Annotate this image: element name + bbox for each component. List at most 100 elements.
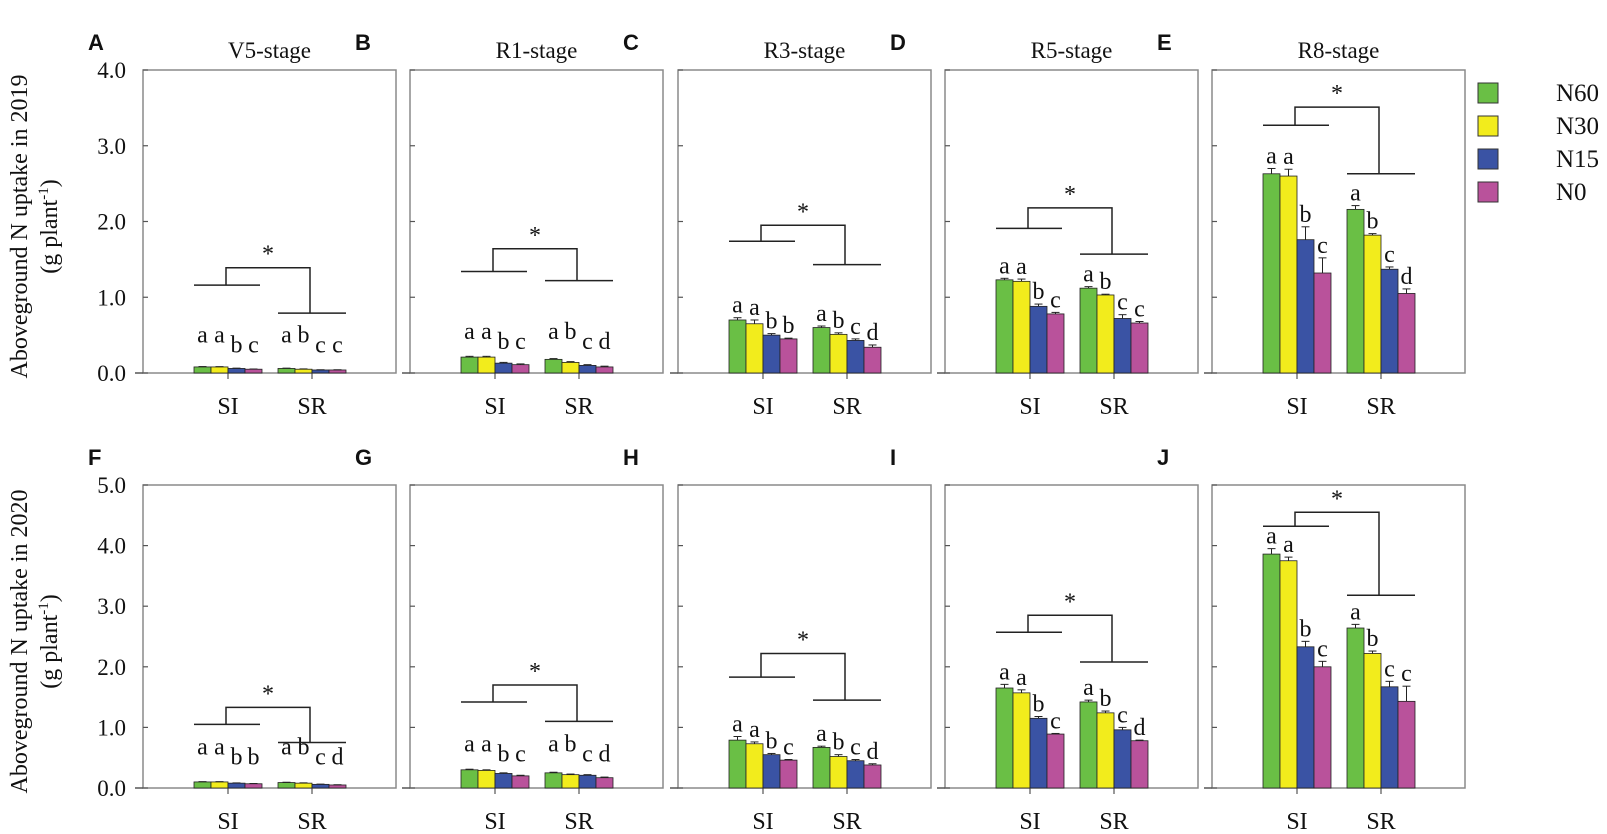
bar-N60-SI xyxy=(193,366,212,374)
unit-superscript: -1 xyxy=(36,187,52,200)
significance-star: * xyxy=(529,223,541,249)
significance-letter: a xyxy=(816,721,827,747)
bracket-connector xyxy=(760,652,846,701)
significance-letter: a xyxy=(214,323,225,349)
significance-letter: c xyxy=(783,735,794,761)
bar-N0-SI xyxy=(1313,272,1332,374)
significance-letter: d xyxy=(599,742,611,768)
bar-N0-SR xyxy=(328,369,347,374)
x-category-label: SR xyxy=(297,394,326,420)
panel-label: I xyxy=(890,445,896,470)
significance-letter: d xyxy=(867,320,879,346)
legend-swatch xyxy=(1477,82,1499,104)
significance-letter: c xyxy=(1134,296,1145,322)
significance-letter: a xyxy=(281,323,292,349)
bar-N15-SR xyxy=(1380,268,1399,374)
bar-N0-SR xyxy=(1397,700,1416,789)
bar-N0-SR xyxy=(1130,740,1149,789)
bar-N30-SI xyxy=(745,323,764,374)
significance-letter: b xyxy=(833,308,845,334)
bar-N30-SR xyxy=(829,756,848,789)
bar-N15-SI xyxy=(227,782,246,789)
x-category-label: SI xyxy=(217,394,238,420)
bar-N30-SI xyxy=(477,356,496,374)
panel-title: V5-stage xyxy=(228,38,311,63)
bar-N0-SR xyxy=(328,784,347,789)
bar-N60-SR xyxy=(812,746,831,789)
bracket-connector xyxy=(760,224,846,265)
unit-text: (g plant xyxy=(37,199,63,273)
bar-N30-SI xyxy=(210,366,229,374)
bar-N0-SI xyxy=(244,783,263,789)
legend-item-N0: N0 xyxy=(1477,179,1587,206)
unit-close: ) xyxy=(37,179,63,187)
bar-N60-SR xyxy=(1346,208,1365,374)
bar-N60-SR xyxy=(277,782,296,789)
significance-letter: c xyxy=(582,329,593,355)
significance-star: * xyxy=(262,242,274,268)
y-tick-label: 2.0 xyxy=(97,210,126,235)
bar-N0-SI xyxy=(511,775,530,789)
significance-letter: c xyxy=(1401,661,1412,687)
panel-title: R5-stage xyxy=(1031,38,1113,63)
plot-frame xyxy=(409,69,664,374)
significance-letter: a xyxy=(548,732,559,758)
legend-label: N60 xyxy=(1556,80,1599,107)
significance-letter: a xyxy=(281,735,292,761)
bar-N15-SI xyxy=(494,362,513,374)
legend-swatch xyxy=(1477,115,1499,137)
significance-letter: a xyxy=(999,659,1010,685)
significance-letter: c xyxy=(1117,702,1128,728)
significance-letter: d xyxy=(332,745,344,771)
significance-letter: b xyxy=(783,313,795,339)
significance-letter: b xyxy=(565,732,577,758)
significance-letter: a xyxy=(1266,524,1277,550)
significance-letter: c xyxy=(332,333,343,359)
bar-N30-SR xyxy=(1096,712,1115,789)
bar-N30-SR xyxy=(1363,653,1382,789)
bar-N0-SR xyxy=(863,346,882,374)
legend-swatch xyxy=(1477,148,1499,170)
significance-letter: c xyxy=(315,333,326,359)
significance-letter: b xyxy=(1033,691,1045,717)
bar-N60-SI xyxy=(1262,553,1281,789)
significance-letter: d xyxy=(1401,264,1413,290)
bar-N30-SI xyxy=(1012,280,1031,374)
significance-letter: b xyxy=(833,730,845,756)
significance-star: * xyxy=(797,199,809,225)
y-tick-label: 3.0 xyxy=(97,134,126,159)
bar-N60-SR xyxy=(1346,627,1365,789)
significance-star: * xyxy=(1064,589,1076,615)
plot-frame xyxy=(1211,69,1466,374)
significance-letter: a xyxy=(999,253,1010,279)
significance-letter: b xyxy=(1033,279,1045,305)
significance-letter: c xyxy=(248,333,259,359)
x-category-label: SI xyxy=(484,394,505,420)
significance-letter: c xyxy=(1050,287,1061,313)
panel-label: C xyxy=(623,30,639,55)
x-category-label: SI xyxy=(752,394,773,420)
significance-letter: b xyxy=(766,728,778,754)
bar-N60-SR xyxy=(277,368,296,374)
significance-letter: a xyxy=(197,735,208,761)
y-axis-title-line2: (g plant-1) xyxy=(36,594,63,688)
significance-letter: c xyxy=(582,742,593,768)
significance-star: * xyxy=(262,681,274,707)
plot-frame xyxy=(677,484,932,789)
panel-label: G xyxy=(355,445,372,470)
bracket-connector xyxy=(225,266,311,314)
bar-N0-SI xyxy=(1313,666,1332,789)
significance-letter: b xyxy=(766,309,778,335)
significance-star: * xyxy=(529,659,541,685)
x-category-label: SI xyxy=(1019,809,1040,834)
x-category-label: SI xyxy=(217,809,238,834)
plot-frame xyxy=(409,484,664,789)
unit-text: (g plant xyxy=(37,614,63,688)
significance-letter: a xyxy=(1283,144,1294,170)
